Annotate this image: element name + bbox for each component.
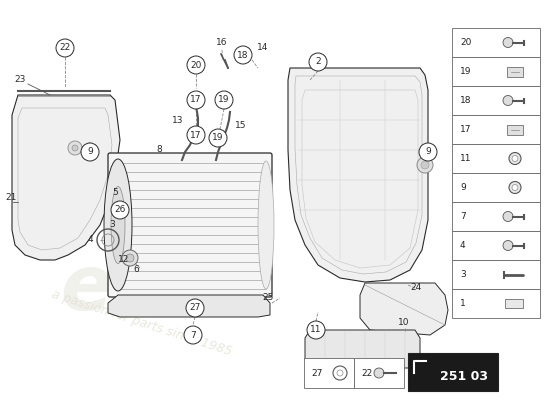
Text: 10: 10: [398, 318, 410, 327]
Circle shape: [509, 182, 521, 194]
Bar: [452, 202, 540, 231]
Text: 11: 11: [460, 154, 471, 163]
Circle shape: [417, 157, 433, 173]
Bar: [452, 28, 540, 57]
Text: 11: 11: [310, 326, 322, 334]
Text: a passion for parts since 1985: a passion for parts since 1985: [50, 287, 234, 358]
Circle shape: [503, 212, 513, 222]
Circle shape: [122, 250, 138, 266]
Circle shape: [187, 56, 205, 74]
Circle shape: [512, 184, 518, 190]
Circle shape: [209, 129, 227, 147]
Text: 13: 13: [172, 116, 184, 125]
Text: 18: 18: [460, 96, 471, 105]
Bar: [505, 298, 523, 308]
Circle shape: [215, 91, 233, 109]
Circle shape: [309, 53, 327, 71]
Bar: [304, 358, 354, 388]
Text: 4: 4: [460, 241, 466, 250]
Ellipse shape: [104, 159, 132, 291]
Circle shape: [187, 126, 205, 144]
Polygon shape: [507, 66, 523, 76]
Text: 9: 9: [87, 148, 93, 156]
Text: eu: eu: [60, 252, 166, 326]
Text: 16: 16: [216, 38, 228, 47]
Text: 23: 23: [14, 75, 25, 84]
Ellipse shape: [111, 186, 125, 264]
Text: 15: 15: [235, 121, 246, 130]
Circle shape: [509, 152, 521, 164]
Polygon shape: [108, 295, 270, 317]
Circle shape: [111, 201, 129, 219]
Text: 14: 14: [257, 43, 268, 52]
Bar: [354, 358, 404, 388]
Circle shape: [126, 254, 134, 262]
Circle shape: [421, 161, 429, 169]
Circle shape: [503, 96, 513, 106]
Text: 5: 5: [112, 188, 118, 197]
Bar: [452, 57, 540, 86]
Text: 27: 27: [189, 304, 201, 312]
Text: 1: 1: [460, 299, 466, 308]
Text: 18: 18: [237, 50, 249, 60]
Text: 8: 8: [156, 145, 162, 154]
Circle shape: [419, 143, 437, 161]
Text: 20: 20: [190, 60, 202, 70]
Text: 251 03: 251 03: [440, 370, 488, 383]
Circle shape: [234, 46, 252, 64]
Text: 12: 12: [118, 255, 129, 264]
Text: 4: 4: [88, 235, 94, 244]
Bar: [452, 115, 540, 144]
Text: 9: 9: [425, 148, 431, 156]
Circle shape: [72, 145, 78, 151]
Circle shape: [374, 368, 384, 378]
Circle shape: [184, 326, 202, 344]
Circle shape: [512, 156, 518, 162]
Polygon shape: [507, 124, 523, 134]
Polygon shape: [305, 330, 420, 368]
FancyBboxPatch shape: [108, 153, 272, 297]
Circle shape: [187, 91, 205, 109]
Circle shape: [503, 38, 513, 48]
Text: 20: 20: [460, 38, 471, 47]
Bar: [452, 260, 540, 289]
Text: 7: 7: [190, 330, 196, 340]
Text: 3: 3: [109, 220, 115, 229]
Circle shape: [56, 39, 74, 57]
Bar: [452, 86, 540, 115]
Text: 17: 17: [190, 130, 202, 140]
Ellipse shape: [258, 161, 274, 289]
Polygon shape: [12, 95, 120, 260]
Text: 27: 27: [311, 368, 322, 378]
Text: 17: 17: [190, 96, 202, 104]
Text: 19: 19: [218, 96, 230, 104]
Text: 22: 22: [361, 368, 372, 378]
Text: 26: 26: [114, 206, 126, 214]
Text: 21: 21: [5, 193, 16, 202]
Circle shape: [503, 240, 513, 250]
Text: 17: 17: [460, 125, 471, 134]
Text: 25: 25: [262, 293, 273, 302]
Bar: [452, 289, 540, 318]
Circle shape: [307, 321, 325, 339]
Circle shape: [68, 141, 82, 155]
Text: 3: 3: [460, 270, 466, 279]
Text: 2: 2: [315, 58, 321, 66]
Polygon shape: [360, 283, 448, 335]
Circle shape: [186, 299, 204, 317]
Bar: [452, 173, 540, 202]
Text: 6: 6: [133, 265, 139, 274]
Text: 9: 9: [460, 183, 466, 192]
Text: 7: 7: [460, 212, 466, 221]
Text: 24: 24: [410, 283, 421, 292]
Bar: [452, 144, 540, 173]
Text: 22: 22: [59, 44, 70, 52]
Text: 19: 19: [460, 67, 471, 76]
Bar: [452, 231, 540, 260]
Circle shape: [81, 143, 99, 161]
Polygon shape: [288, 68, 428, 282]
Text: 19: 19: [212, 134, 224, 142]
Bar: [408, 353, 498, 391]
